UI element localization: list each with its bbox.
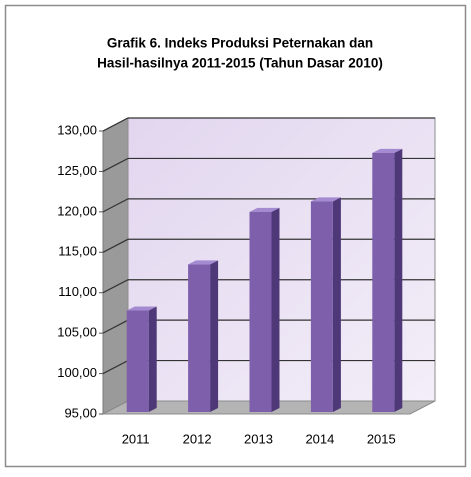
bar-top	[126, 306, 157, 311]
bar	[372, 148, 403, 413]
y-tick-label: 105,00	[57, 325, 97, 340]
bar-top	[310, 197, 341, 202]
bar-front	[126, 310, 149, 412]
bar-side	[148, 306, 157, 412]
bar-front	[188, 264, 211, 412]
bar-front	[249, 211, 272, 412]
bar-top	[249, 207, 280, 212]
y-tick-label: 125,00	[57, 163, 97, 178]
y-tick-label: 100,00	[57, 365, 97, 380]
bar-top	[372, 148, 403, 153]
y-tick-label: 110,00	[58, 284, 97, 299]
bar-front	[372, 152, 395, 413]
bar-top	[188, 260, 219, 265]
grid-line	[102, 117, 435, 132]
x-tick-label: 2014	[305, 431, 334, 446]
x-tick-label: 2012	[183, 431, 212, 446]
bar	[188, 260, 219, 412]
bar-side	[332, 197, 341, 412]
chart-title: Hasil-hasilnya 2011-2015 (Tahun Dasar 20…	[97, 56, 383, 71]
y-tick-label: 120,00	[57, 203, 97, 218]
bar	[126, 306, 157, 412]
chart-title: Grafik 6. Indeks Produksi Peternakan dan	[107, 36, 373, 51]
bar-side	[271, 207, 280, 412]
x-tick-label: 2015	[367, 431, 396, 446]
x-tick-label: 2011	[122, 431, 150, 446]
bar	[310, 197, 341, 412]
grid-line	[102, 157, 435, 172]
y-tick-label: 115,00	[58, 244, 97, 259]
bar-side	[210, 260, 219, 412]
y-tick-label: 130,00	[57, 122, 97, 137]
y-tick-label: 95,00	[64, 405, 97, 420]
left-wall	[102, 117, 129, 415]
bar-side	[394, 148, 403, 413]
bar	[249, 207, 280, 412]
x-tick-label: 2013	[244, 431, 273, 446]
bar-front	[310, 201, 333, 412]
